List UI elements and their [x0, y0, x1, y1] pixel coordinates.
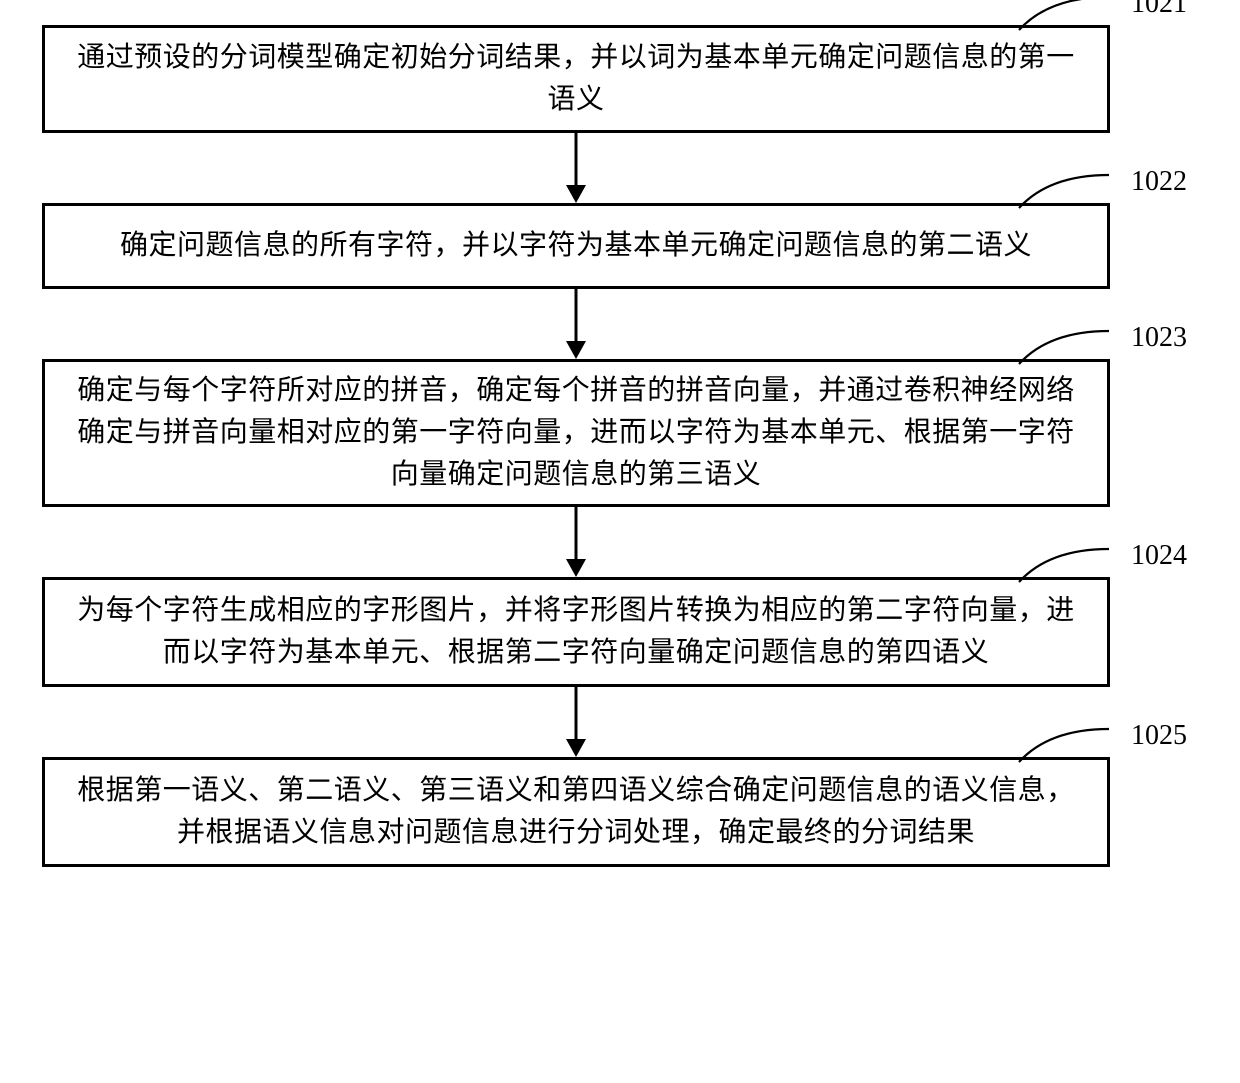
flow-node-4-text: 为每个字符生成相应的字形图片，并将字形图片转换为相应的第二字符向量，进而以字符为…	[69, 590, 1083, 674]
callout-line-4	[1009, 544, 1119, 584]
flowchart-container: 通过预设的分词模型确定初始分词结果，并以词为基本单元确定问题信息的第一语义 10…	[42, 25, 1142, 867]
flow-node-5: 根据第一语义、第二语义、第三语义和第四语义综合确定问题信息的语义信息，并根据语义…	[42, 757, 1110, 867]
callout-line-5	[1009, 724, 1119, 764]
flow-node-1: 通过预设的分词模型确定初始分词结果，并以词为基本单元确定问题信息的第一语义 10…	[42, 25, 1110, 133]
callout-line-2	[1009, 170, 1119, 210]
flow-node-1-text: 通过预设的分词模型确定初始分词结果，并以词为基本单元确定问题信息的第一语义	[69, 37, 1083, 121]
callout-line-1	[1009, 0, 1119, 32]
flow-node-2-text: 确定问题信息的所有字符，并以字符为基本单元确定问题信息的第二语义	[120, 225, 1032, 267]
flow-node-3: 确定与每个字符所对应的拼音，确定每个拼音的拼音向量，并通过卷积神经网络确定与拼音…	[42, 359, 1110, 507]
flow-node-2-label: 1022	[1131, 166, 1187, 198]
flow-arrow-4	[42, 687, 1110, 757]
flow-node-5-text: 根据第一语义、第二语义、第三语义和第四语义综合确定问题信息的语义信息，并根据语义…	[69, 770, 1083, 854]
flow-node-3-text: 确定与每个字符所对应的拼音，确定每个拼音的拼音向量，并通过卷积神经网络确定与拼音…	[69, 370, 1083, 496]
flow-arrow-1	[42, 133, 1110, 203]
flow-node-4-label: 1024	[1131, 540, 1187, 572]
flow-arrow-3	[42, 507, 1110, 577]
flow-node-4: 为每个字符生成相应的字形图片，并将字形图片转换为相应的第二字符向量，进而以字符为…	[42, 577, 1110, 687]
flow-arrow-2	[42, 289, 1110, 359]
flow-node-1-label: 1021	[1131, 0, 1187, 20]
callout-line-3	[1009, 326, 1119, 366]
flow-node-3-label: 1023	[1131, 322, 1187, 354]
flow-node-5-label: 1025	[1131, 720, 1187, 752]
flow-node-2: 确定问题信息的所有字符，并以字符为基本单元确定问题信息的第二语义 1022	[42, 203, 1110, 289]
